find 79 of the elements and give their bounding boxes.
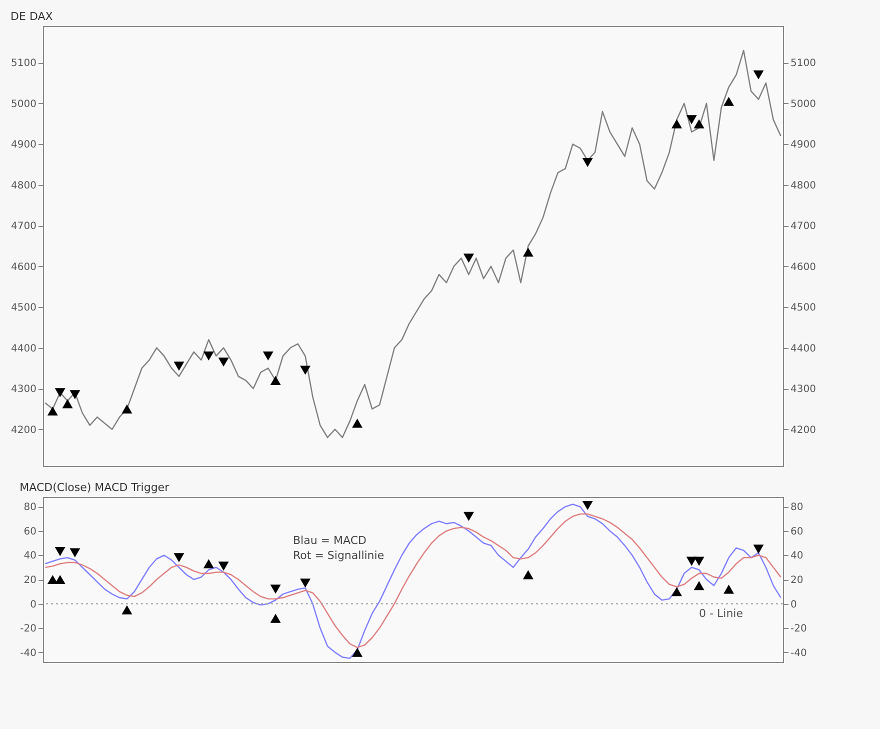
point: [694, 581, 704, 590]
y2-tick-label: 5000: [790, 98, 816, 110]
point: [753, 544, 764, 554]
point: [70, 390, 80, 400]
y-tick-label: 4900: [11, 140, 36, 151]
y-tick-label: 4600: [11, 262, 36, 273]
point: [218, 562, 229, 571]
chart-title: MACD(Close) MACD Trigger: [20, 481, 170, 494]
y-tick-label: 5000: [11, 98, 36, 110]
point: [463, 254, 474, 263]
point: [54, 388, 66, 398]
point: [522, 570, 534, 580]
point: [300, 578, 311, 588]
point: [300, 366, 311, 375]
y2-tick-label: 4500: [790, 302, 816, 314]
y-tick-label: 4800: [11, 180, 36, 192]
point: [463, 512, 474, 521]
point: [352, 418, 363, 428]
point: [70, 548, 80, 558]
point: [218, 358, 229, 367]
annotation: Rot = Signallinie: [293, 549, 384, 562]
point: [686, 115, 697, 124]
point: [122, 404, 132, 414]
point: [270, 376, 281, 385]
y2-tick-label: 0: [790, 599, 797, 610]
point: [694, 556, 704, 566]
y-tick-label: 4500: [11, 302, 36, 314]
y-tick-label: 4200: [11, 424, 36, 436]
y2-tick-label: 20: [790, 575, 804, 586]
y2-tick-label: 5100: [790, 58, 816, 70]
point: [753, 70, 764, 80]
point: [270, 584, 281, 594]
y-tick-label: 4400: [11, 343, 36, 354]
y-tick-label: -20: [20, 624, 36, 635]
y2-tick-label: 4300: [790, 384, 816, 396]
y2-tick-label: -40: [790, 648, 807, 659]
point: [174, 553, 184, 562]
y-tick-label: 4700: [11, 221, 36, 232]
y2-tick-label: 80: [790, 502, 804, 514]
point: [724, 584, 734, 594]
point: [54, 574, 66, 584]
y2-tick-label: 4400: [790, 343, 816, 354]
point: [62, 399, 73, 408]
point: [672, 119, 682, 128]
point: [352, 648, 363, 657]
y2-tick-label: 4900: [790, 140, 816, 151]
point: [694, 119, 704, 128]
point: [582, 500, 593, 510]
point: [47, 406, 58, 416]
y-tick-label: 80: [24, 502, 36, 514]
y-tick-label: 40: [24, 550, 36, 562]
point: [122, 605, 132, 614]
chart-title: DE DAX: [10, 10, 54, 23]
point: [47, 574, 58, 584]
y-tick-label: 60: [24, 526, 36, 538]
y2-tick-label: 4600: [790, 262, 816, 273]
y2-tick-label: -20: [790, 624, 807, 635]
y2-tick-label: 4700: [790, 221, 816, 232]
point: [203, 559, 214, 568]
point: [262, 351, 274, 361]
point: [54, 547, 66, 556]
point: [270, 614, 281, 623]
y-tick-label: 0: [30, 599, 36, 610]
point: [522, 248, 534, 257]
y-tick-label: -40: [20, 648, 36, 659]
y2-tick-label: 4800: [790, 180, 816, 192]
y-tick-label: 4300: [11, 384, 36, 396]
point: [174, 362, 184, 371]
point: [203, 351, 214, 361]
y-tick-label: 5100: [11, 58, 36, 70]
point: [582, 158, 593, 168]
y-tick-label: 20: [24, 575, 36, 586]
y2-tick-label: 60: [790, 526, 804, 538]
annotation: Blau = MACD: [293, 534, 366, 547]
ref-line-label: 0 - Linie: [699, 606, 744, 620]
y2-tick-label: 40: [790, 550, 804, 562]
y2-tick-label: 4200: [790, 424, 816, 436]
point: [672, 587, 682, 596]
point: [724, 96, 734, 106]
